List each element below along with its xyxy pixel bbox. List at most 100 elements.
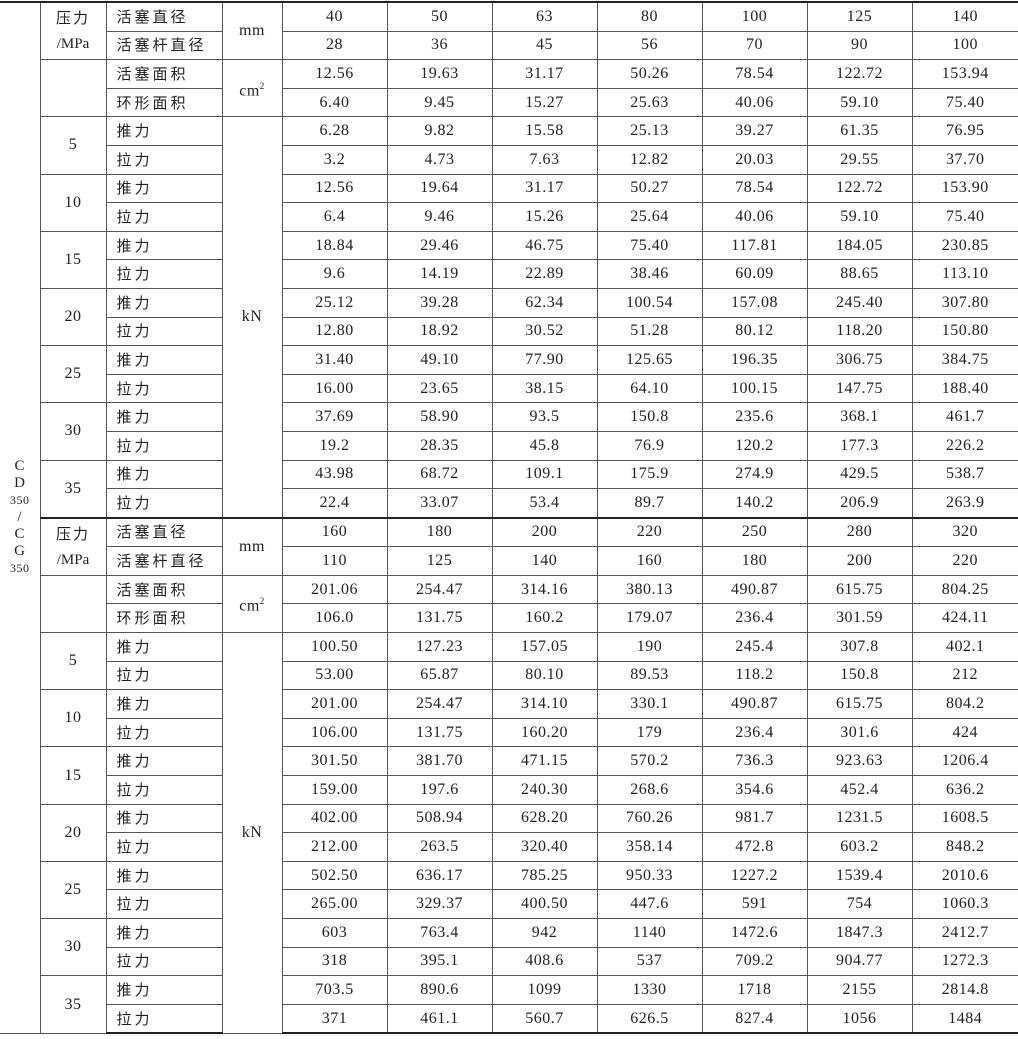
push-force-value: 46.75: [491, 230, 598, 261]
push-force-value: 471.15: [491, 746, 598, 777]
pull-force-value: 159.00: [281, 775, 388, 805]
pull-force-value: 212.00: [281, 832, 388, 862]
rod-diameter-value: 110: [281, 546, 388, 576]
push-force-value: 538.7: [911, 459, 1018, 490]
pull-force-value: 45.8: [491, 430, 598, 461]
pull-force-value: 120.2: [701, 430, 808, 461]
piston-diameter-label: 活塞直径: [105, 516, 223, 548]
pressure-header-label: 压力: [55, 524, 90, 543]
push-force-value: 62.34: [491, 287, 598, 318]
push-force-value: 736.3: [701, 746, 808, 777]
push-force-value: 402.00: [281, 803, 388, 834]
unit-cm-superscript: 2: [259, 80, 265, 91]
push-force-value: 1608.5: [911, 803, 1018, 834]
pull-force-value: 236.4: [701, 717, 808, 748]
annulus-area-value: 301.59: [806, 603, 913, 634]
push-force-value: 61.35: [806, 116, 913, 146]
push-force-value: 122.72: [806, 173, 913, 204]
row-piston-diameter: 压力/MPa 活塞直径 mm 160 180 200 220 250 280 320: [0, 516, 1018, 576]
push-force-value: 461.7: [911, 402, 1018, 432]
pull-force-value: 358.14: [596, 832, 703, 862]
push-force-value: 25.12: [281, 287, 388, 318]
row-pull-force: 拉力 12.80 18.92 30.52 51.28 80.12 118.20 150.80: [0, 316, 1018, 347]
push-force-value: 39.28: [386, 287, 493, 318]
push-force-value: 1231.5: [806, 803, 913, 834]
piston-area-value: 314.16: [491, 574, 598, 605]
push-force-value: 942: [491, 918, 598, 948]
pull-force-value: 560.7: [491, 1003, 598, 1035]
piston-diameter-value: 125: [806, 0, 913, 32]
annulus-area-value: 106.0: [281, 603, 388, 634]
push-force-value: 254.47: [386, 689, 493, 719]
pull-force-value: 636.2: [911, 775, 1018, 805]
pull-label: 拉力: [105, 889, 223, 919]
pull-label: 拉力: [105, 202, 223, 232]
pull-force-value: 53.4: [491, 488, 598, 519]
push-label: 推力: [105, 116, 223, 146]
rod-diameter-value: 56: [596, 30, 703, 61]
pull-label: 拉力: [105, 373, 223, 404]
push-force-value: 245.40: [806, 287, 913, 318]
pull-force-value: 1272.3: [911, 946, 1018, 977]
push-force-value: 50.27: [596, 173, 703, 204]
push-force-value: 402.1: [911, 632, 1018, 662]
pull-force-value: 64.10: [596, 373, 703, 404]
rod-diameter-value: 125: [386, 546, 493, 576]
pull-label: 拉力: [105, 1003, 223, 1035]
annulus-area-value: 25.63: [596, 87, 703, 118]
pull-force-value: 395.1: [386, 946, 493, 977]
pull-force-value: 150.80: [911, 316, 1018, 347]
row-pull-force: 拉力 318 395.1 408.6 537 709.2 904.77 1272.3: [0, 946, 1018, 977]
push-label: 推力: [105, 975, 223, 1005]
pull-force-value: 3.2: [281, 144, 388, 175]
push-force-value: 68.72: [386, 459, 493, 490]
pull-force-value: 263.9: [911, 488, 1018, 519]
model-label-part: G: [14, 543, 26, 560]
pull-force-value: 188.40: [911, 373, 1018, 404]
push-force-value: 429.5: [806, 459, 913, 490]
pull-force-value: 15.26: [491, 202, 598, 232]
pressure-value: 30: [39, 917, 107, 977]
piston-diameter-value: 140: [911, 0, 1018, 32]
push-force-value: 15.58: [491, 116, 598, 146]
pull-force-value: 60.09: [701, 259, 808, 289]
push-force-value: 307.8: [806, 632, 913, 662]
push-force-value: 77.90: [491, 345, 598, 375]
pull-force-value: 197.6: [386, 775, 493, 805]
piston-area-value: 78.54: [701, 59, 808, 89]
pull-force-value: 6.4: [281, 202, 388, 232]
pull-force-value: 424: [911, 717, 1018, 748]
push-label: 推力: [105, 230, 223, 261]
pull-force-value: 12.80: [281, 316, 388, 347]
push-force-value: 703.5: [281, 975, 388, 1005]
pull-force-value: 37.70: [911, 144, 1018, 175]
piston-area-value: 490.87: [701, 574, 808, 605]
pressure-value: 15: [39, 746, 107, 805]
pull-force-value: 118.20: [806, 316, 913, 347]
pull-force-value: 240.30: [491, 775, 598, 805]
push-force-value: 1718: [701, 975, 808, 1005]
model-label-part: 350: [10, 561, 30, 576]
push-force-value: 29.46: [386, 230, 493, 261]
piston-area-value: 254.47: [386, 574, 493, 605]
piston-area-value: 804.25: [911, 574, 1018, 605]
push-label: 推力: [105, 689, 223, 719]
row-push-force: 25 推力 31.40 49.10 77.90 125.65 196.35 306.75 384…: [0, 345, 1018, 404]
push-force-value: 1330: [596, 975, 703, 1005]
unit-cm-superscript: 2: [259, 596, 265, 607]
unit-kn: kN: [221, 116, 283, 519]
pressure-header: 压力/MPa: [39, 1, 107, 61]
pull-force-value: 16.00: [281, 373, 388, 404]
pull-force-value: 320.40: [491, 832, 598, 862]
push-force-value: 37.69: [281, 402, 388, 432]
pull-force-value: 301.6: [806, 717, 913, 748]
push-force-value: 502.50: [281, 860, 388, 891]
push-force-value: 785.25: [491, 860, 598, 891]
pull-force-value: 20.03: [701, 144, 808, 175]
pull-force-value: 400.50: [491, 889, 598, 919]
row-annulus-area: 环形面积 106.0 131.75 160.2 179.07 236.4 301.59 424…: [0, 603, 1018, 634]
push-force-value: 1140: [596, 918, 703, 948]
pull-label: 拉力: [105, 775, 223, 805]
unit-cm2: cm2: [221, 59, 283, 118]
